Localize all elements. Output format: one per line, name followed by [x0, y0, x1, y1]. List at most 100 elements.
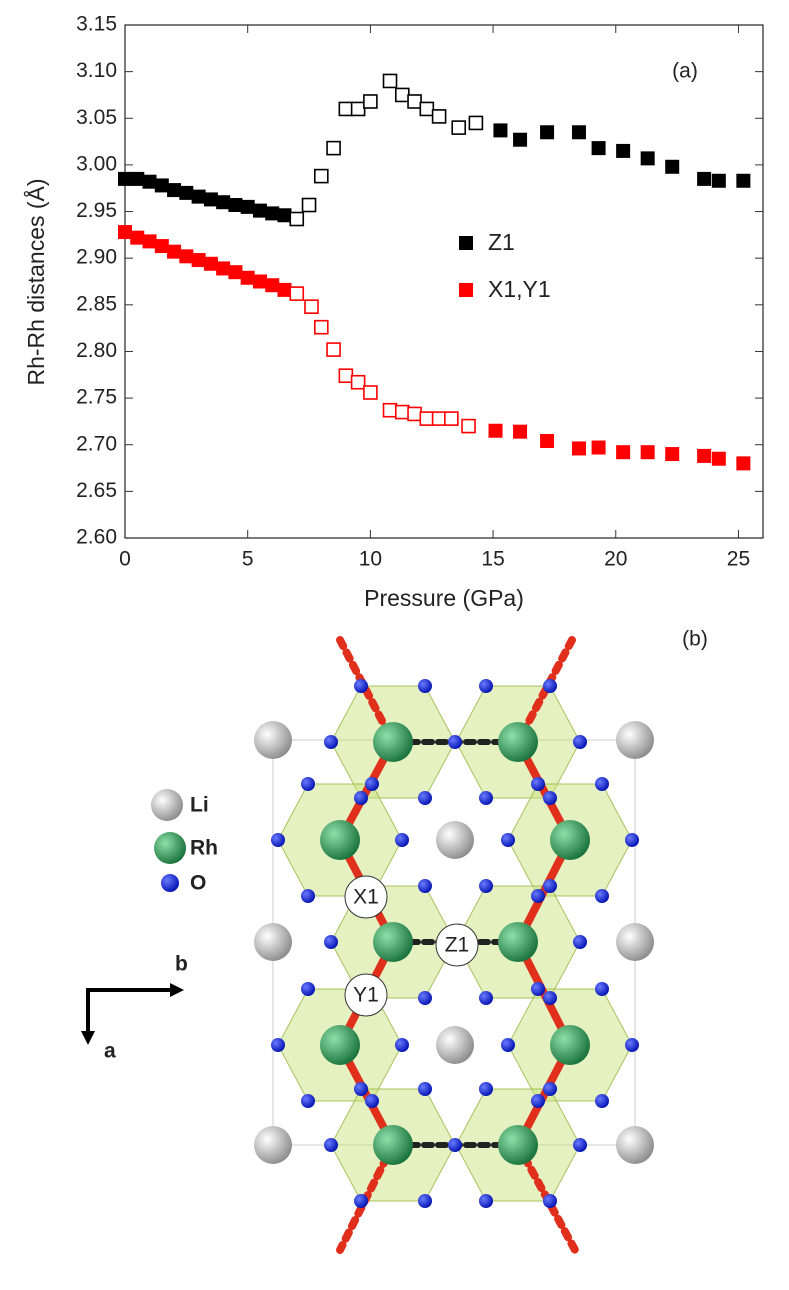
rh-atom — [498, 922, 538, 962]
data-point — [431, 109, 447, 124]
o-atom — [531, 1094, 545, 1108]
atom-legend-label: Li — [190, 794, 209, 817]
o-atom — [354, 1194, 368, 1208]
y-tick-label: 3.00 — [76, 152, 117, 175]
atoms — [254, 679, 654, 1208]
o-atom — [479, 1194, 493, 1208]
panel-label: (b) — [682, 628, 708, 651]
y-tick-label: 3.05 — [76, 106, 117, 129]
data-point — [419, 101, 435, 117]
data-point — [240, 270, 255, 285]
o-atom — [301, 889, 315, 903]
data-point — [154, 239, 169, 254]
o-atom — [595, 889, 609, 903]
data-point — [314, 319, 329, 335]
o-atom — [301, 777, 315, 791]
o-atom — [543, 991, 557, 1005]
o-atom — [573, 1138, 587, 1152]
x-tick-label: 20 — [604, 548, 627, 571]
rh-atom — [498, 722, 538, 762]
o-atom — [395, 833, 409, 847]
legend-swatch — [459, 283, 473, 297]
data-point — [228, 198, 243, 213]
axis-label: b — [175, 953, 188, 976]
legend-swatch — [459, 236, 473, 250]
o-atom — [501, 833, 515, 847]
o-atom — [479, 679, 493, 693]
o-atom — [543, 1082, 557, 1096]
label-circle — [344, 875, 388, 919]
o-atom — [271, 1038, 285, 1052]
data-point — [513, 132, 528, 147]
data-point — [338, 101, 354, 117]
data-point — [277, 282, 292, 297]
o-atom — [418, 1194, 432, 1208]
o-atom — [479, 879, 493, 893]
data-point — [493, 123, 508, 138]
data-point — [394, 87, 410, 103]
o-atom — [625, 1038, 639, 1052]
bond-label: Y1 — [353, 984, 379, 1007]
o-atom — [324, 935, 338, 949]
bond-label: Z1 — [445, 934, 470, 957]
o-atom — [301, 1094, 315, 1108]
o-atom — [543, 879, 557, 893]
data-point — [252, 203, 267, 218]
panel-label: (a) — [672, 60, 698, 83]
data-point — [513, 424, 528, 439]
data-point — [571, 441, 586, 456]
y-tick-label: 2.65 — [76, 479, 117, 502]
li-atom — [254, 1126, 292, 1164]
o-atom — [501, 1038, 515, 1052]
data-point — [216, 195, 231, 210]
y-tick-label: 2.75 — [76, 386, 117, 409]
atom-legend-label: Rh — [190, 837, 218, 860]
data-point — [616, 143, 631, 158]
o-atom — [543, 791, 557, 805]
crystal-structure: X1 Z1 Y1 (b) Li Rh O b a — [81, 628, 708, 1254]
li-atom — [616, 721, 654, 759]
data-point — [616, 445, 631, 460]
data-point — [118, 171, 132, 186]
data-point — [363, 94, 378, 109]
data-point — [711, 173, 726, 188]
o-atom — [531, 982, 545, 996]
x-tick-label: 25 — [727, 548, 750, 571]
data-point — [665, 447, 680, 462]
data-point — [314, 168, 329, 184]
y-tick-label: 3.15 — [76, 13, 117, 36]
data-point — [444, 411, 459, 426]
o-atom — [418, 791, 432, 805]
data-point — [118, 225, 132, 240]
o-atom — [301, 982, 315, 996]
data-point — [350, 374, 366, 390]
y-tick-label: 2.60 — [76, 526, 117, 549]
data-point — [711, 451, 726, 466]
o-atom — [543, 1194, 557, 1208]
o-atom — [543, 679, 557, 693]
data-point — [461, 418, 476, 434]
o-atom — [365, 777, 379, 791]
li-atom — [436, 1026, 474, 1064]
x-tick-label: 5 — [242, 548, 254, 571]
legend-atom — [161, 874, 179, 892]
data-point — [591, 440, 606, 455]
li-atom — [254, 721, 292, 759]
data-point — [407, 94, 422, 109]
o-atom — [448, 1138, 462, 1152]
y-tick-label: 2.90 — [76, 246, 117, 269]
data-point — [203, 256, 218, 271]
o-atom — [271, 833, 285, 847]
rh-atom — [498, 1125, 538, 1165]
o-atom — [354, 1082, 368, 1096]
data-point — [203, 192, 218, 207]
data-point — [363, 385, 378, 400]
data-point — [736, 456, 751, 471]
legend-atom — [154, 832, 186, 864]
rh-atom — [320, 820, 360, 860]
data-point — [394, 404, 410, 420]
data-point — [142, 174, 157, 189]
data-point — [591, 141, 606, 156]
data-point — [640, 151, 655, 166]
o-atom — [531, 777, 545, 791]
